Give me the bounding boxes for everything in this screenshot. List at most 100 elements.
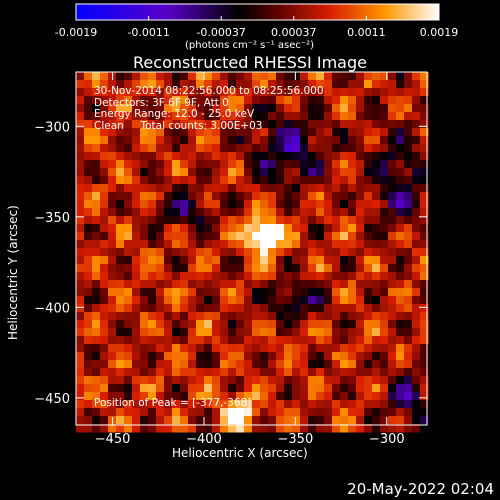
heatmap-cell [364, 208, 373, 217]
heatmap-cell [252, 224, 261, 233]
heatmap-cell [260, 424, 269, 433]
heatmap-cell [332, 424, 341, 433]
heatmap-cell [212, 104, 221, 113]
heatmap-cell [180, 256, 189, 265]
heatmap-cell [316, 176, 325, 185]
heatmap-cell [420, 320, 429, 329]
heatmap-cell [340, 256, 349, 265]
heatmap-cell [188, 320, 197, 329]
heatmap-cell [380, 424, 389, 433]
heatmap-cell [124, 336, 133, 345]
heatmap-cell [180, 208, 189, 217]
heatmap-cell [420, 88, 429, 97]
heatmap-cell [196, 384, 205, 393]
heatmap-cell [356, 384, 365, 393]
heatmap-cell [236, 184, 245, 193]
heatmap-cell [84, 80, 93, 89]
heatmap-cell [204, 344, 213, 353]
heatmap-cell [396, 368, 405, 377]
heatmap-cell [316, 376, 325, 385]
heatmap-cell [252, 80, 261, 89]
heatmap-cell [292, 184, 301, 193]
heatmap-cell [84, 136, 93, 145]
heatmap-cell [92, 368, 101, 377]
heatmap-cell [252, 312, 261, 321]
heatmap-cell [204, 152, 213, 161]
heatmap-cell [84, 168, 93, 177]
heatmap-cell [164, 320, 173, 329]
heatmap-cell [244, 376, 253, 385]
heatmap-cell [132, 344, 141, 353]
heatmap-cell [404, 280, 413, 289]
heatmap-cell [388, 304, 397, 313]
heatmap-cell [196, 248, 205, 257]
heatmap-cell [244, 256, 253, 265]
heatmap-cell [388, 216, 397, 225]
heatmap-cell [188, 416, 197, 425]
heatmap-cell [132, 376, 141, 385]
heatmap-cell [100, 232, 109, 241]
heatmap-cell [84, 368, 93, 377]
heatmap-cell [268, 424, 277, 433]
heatmap-cell [308, 144, 317, 153]
heatmap-cell [348, 192, 357, 201]
heatmap-cell [228, 280, 237, 289]
heatmap-cell [84, 216, 93, 225]
heatmap-cell [124, 416, 133, 425]
heatmap-cell [308, 416, 317, 425]
heatmap-cell [84, 312, 93, 321]
heatmap-cell [100, 384, 109, 393]
heatmap-cell [412, 256, 421, 265]
heatmap-cell [388, 248, 397, 257]
heatmap-cell [124, 128, 133, 137]
heatmap-cell [324, 272, 333, 281]
heatmap-cell [236, 72, 245, 81]
heatmap-cell [412, 408, 421, 417]
heatmap-cell [100, 320, 109, 329]
heatmap-cell [332, 360, 341, 369]
heatmap-cell [100, 296, 109, 305]
heatmap-cell [316, 192, 325, 201]
heatmap-cell [404, 96, 413, 105]
heatmap-cell [412, 288, 421, 297]
heatmap-cell [252, 168, 261, 177]
heatmap-cell [268, 376, 277, 385]
heatmap-cell [92, 104, 101, 113]
heatmap-cell [228, 232, 237, 241]
heatmap-cell [356, 400, 365, 409]
heatmap-cell [396, 152, 405, 161]
heatmap-cell [140, 320, 149, 329]
heatmap-cell [164, 248, 173, 257]
heatmap-cell [108, 360, 117, 369]
heatmap-cell [404, 112, 413, 121]
heatmap-cell [84, 344, 93, 353]
heatmap-cell [204, 184, 213, 193]
heatmap-cell [188, 248, 197, 257]
heatmap-cell [132, 384, 141, 393]
heatmap-cell [364, 400, 373, 409]
heatmap-cell [340, 104, 349, 113]
heatmap-cell [236, 352, 245, 361]
heatmap-cell [404, 128, 413, 137]
heatmap-cell [164, 296, 173, 305]
heatmap-cell [388, 200, 397, 209]
heatmap-cell [300, 120, 309, 129]
heatmap-cell [84, 384, 93, 393]
heatmap-cell [76, 136, 85, 145]
heatmap-cell [260, 384, 269, 393]
heatmap-cell [316, 352, 325, 361]
heatmap-cell [124, 360, 133, 369]
heatmap-cell [252, 136, 261, 145]
heatmap-cell [92, 376, 101, 385]
heatmap-cell [380, 416, 389, 425]
heatmap-cell [172, 304, 181, 313]
heatmap-cell [396, 304, 405, 313]
heatmap-cell [124, 72, 133, 81]
heatmap-cell [148, 208, 157, 217]
heatmap-cell [292, 264, 301, 273]
heatmap-cell [132, 224, 141, 233]
heatmap-cell [220, 408, 229, 417]
heatmap-cell [292, 288, 301, 297]
heatmap-cell [100, 120, 109, 129]
heatmap-cell [380, 320, 389, 329]
